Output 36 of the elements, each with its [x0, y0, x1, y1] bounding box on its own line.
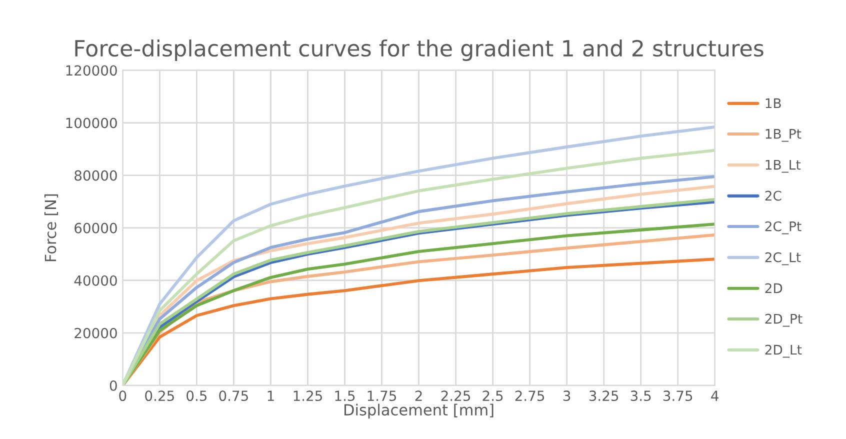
x-axis-title: Displacement [mm] — [344, 404, 494, 419]
legend-label: 2C — [765, 190, 782, 201]
x-tick-label: 1.5 — [335, 390, 355, 402]
legend-label: 2D_Lt — [765, 344, 802, 358]
legend-label: 1B_Lt — [766, 160, 801, 173]
y-tick-label: 120000 — [66, 65, 117, 76]
x-tick-label: 4 — [711, 390, 719, 401]
y-tick-label: 60000 — [74, 222, 117, 234]
x-tick-label: 0.5 — [186, 390, 207, 402]
y-tick-label: 80000 — [74, 170, 117, 181]
x-tick-label: 2.75 — [515, 390, 544, 402]
x-tick-label: 2.5 — [482, 390, 503, 402]
legend-label: 1B — [766, 98, 781, 108]
x-tick-label: 3.75 — [663, 390, 692, 402]
x-tick-label: 3.5 — [630, 390, 651, 402]
legend-label: 1B_Pt — [766, 129, 802, 142]
x-tick-label: 3 — [563, 390, 570, 402]
legend-label: 2D_Pt — [765, 314, 802, 327]
x-tick-label: 2.25 — [441, 390, 470, 402]
chart-title: Force-displacement curves for the gradient 1 and 2 structures — [75, 39, 764, 61]
y-axis-title: Force [N] — [44, 194, 58, 262]
x-tick-label: 1.75 — [368, 390, 396, 402]
legend-label: 2C_Pt — [765, 221, 802, 234]
y-tick-label: 0 — [110, 380, 117, 391]
x-tick-label: 1.25 — [294, 390, 322, 402]
x-tick-label: 1 — [268, 390, 274, 401]
x-tick-label: 2 — [415, 390, 422, 401]
y-tick-label: 20000 — [74, 328, 117, 338]
legend-label: 2C_Lt — [765, 252, 801, 266]
x-tick-label: 0.25 — [145, 390, 174, 402]
y-tick-label: 100000 — [66, 118, 117, 128]
y-tick-label: 40000 — [74, 275, 117, 286]
legend-label: 2D — [765, 283, 782, 294]
x-tick-label: 0.75 — [219, 390, 248, 402]
x-tick-label: 0 — [119, 390, 126, 402]
x-tick-label: 3.25 — [589, 390, 618, 402]
